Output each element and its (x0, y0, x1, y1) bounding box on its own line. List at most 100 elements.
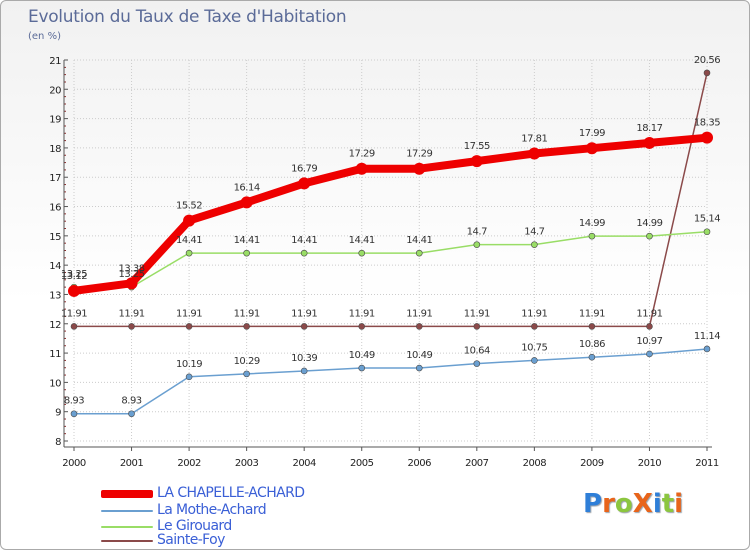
y-tick-label: 20 (49, 85, 61, 96)
series-3-value-label: 11.91 (349, 308, 375, 319)
y-tick-label: 16 (49, 203, 61, 214)
series-0-point (68, 284, 80, 297)
unit-label: (en %) (28, 31, 61, 42)
series-1-point (300, 367, 308, 375)
series-2-value-label: 14.7 (467, 227, 487, 238)
series-1-point (185, 373, 193, 381)
legend-swatch-la-chapelle-achard (101, 490, 153, 498)
x-tick-label: 2009 (580, 458, 604, 469)
series-0-value-label: 18.17 (636, 123, 662, 134)
logo-letter: X (632, 489, 653, 519)
x-tick-label: 2003 (235, 458, 259, 469)
series-2-value-label: 14.41 (234, 235, 260, 246)
x-tick-label: 2010 (638, 458, 662, 469)
series-0-value-label: 16.14 (234, 182, 260, 193)
x-tick-label: 2007 (465, 458, 489, 469)
series-1-point (703, 345, 711, 353)
legend-label-le-girouard: Le Girouard (157, 518, 232, 534)
series-0-value-label: 13.12 (61, 271, 87, 282)
series-0-point (298, 177, 311, 190)
legend-label-sainte-foy: Sainte-Foy (157, 532, 225, 548)
series-1-point (358, 364, 366, 372)
series-0-point (643, 136, 656, 149)
series-1-value-label: 10.97 (636, 336, 662, 347)
series-3-point (531, 323, 538, 330)
series-3-value-label: 11.91 (176, 308, 202, 319)
series-1-point (128, 410, 135, 418)
series-1-value-label: 10.29 (234, 356, 260, 367)
x-tick-label: 2006 (408, 458, 432, 469)
series-1-point (70, 410, 78, 418)
series-0-value-label: 16.79 (291, 163, 317, 174)
y-tick-label: 17 (49, 173, 61, 184)
series-2-point (300, 249, 308, 257)
series-3-point (185, 323, 193, 330)
series-3-point (588, 323, 596, 330)
series-3-value-label: 11.91 (636, 308, 662, 319)
series-0-value-label: 17.29 (406, 149, 432, 160)
series-line-1 (73, 348, 708, 415)
series-line-2 (73, 230, 708, 288)
series-0-value-label: 17.81 (521, 133, 547, 144)
series-3-point (646, 323, 653, 330)
series-2-point (531, 241, 538, 248)
legend-swatch-le-girouard (101, 526, 153, 528)
series-0-point (701, 131, 713, 144)
series-1-point (243, 370, 250, 378)
series-2-point (185, 249, 193, 257)
series-3-value-label: 11.91 (291, 308, 317, 319)
legend-label-la-chapelle-achard: LA CHAPELLE-ACHARD (157, 485, 305, 501)
series-1-value-label: 10.64 (464, 346, 490, 357)
series-1-value-label: 10.75 (521, 342, 547, 353)
series-0-point (183, 214, 196, 227)
series-1-value-label: 10.19 (176, 359, 202, 370)
series-0-value-label: 15.52 (176, 201, 202, 212)
series-0-point (355, 162, 368, 175)
series-1-value-label: 8.93 (64, 396, 84, 407)
proxiti-logo: ProXiti (583, 489, 683, 519)
series-3-point (415, 323, 423, 330)
y-tick-label: 9 (55, 408, 61, 419)
series-1-point (531, 357, 538, 364)
series-3-value-label: 11.91 (579, 308, 605, 319)
series-1-value-label: 10.39 (291, 353, 317, 364)
series-2-point (243, 249, 250, 257)
series-2-value-label: 15.14 (694, 214, 720, 225)
y-tick-label: 10 (49, 378, 61, 389)
series-0-value-label: 17.99 (579, 128, 605, 139)
series-2-point (358, 249, 366, 257)
x-tick-label: 2002 (177, 458, 201, 469)
series-2-value-label: 14.41 (349, 235, 375, 246)
x-tick-label: 2001 (120, 458, 144, 469)
series-3-value-label: 11.91 (118, 308, 144, 319)
x-tick-label: 2011 (695, 458, 719, 469)
series-2-value-label: 14.99 (636, 218, 662, 229)
legend-swatch-la-mothe-achard (101, 510, 153, 512)
series-3-point (243, 323, 250, 330)
series-3-point (128, 323, 135, 330)
series-2-point (473, 241, 481, 248)
x-tick-label: 2008 (523, 458, 547, 469)
chart-title: Evolution du Taux de Taxe d'Habitation (28, 7, 347, 27)
legend-swatch-sainte-foy (101, 540, 153, 542)
series-3-value-label: 11.91 (234, 308, 260, 319)
series-2-value-label: 14.41 (291, 235, 317, 246)
series-1-point (415, 364, 423, 372)
x-tick-label: 2000 (62, 458, 86, 469)
logo-letter: i (652, 489, 662, 519)
series-1-point (646, 350, 653, 358)
series-3-point (300, 323, 308, 330)
series-0-point (528, 147, 541, 160)
logo-letter: i (674, 489, 684, 519)
series-1-value-label: 10.49 (349, 350, 375, 361)
series-0-value-label: 18.35 (694, 118, 720, 129)
series-2-value-label: 14.99 (579, 218, 605, 229)
y-tick-label: 14 (49, 261, 61, 272)
series-0-value-label: 17.29 (349, 149, 375, 160)
series-2-point (646, 232, 653, 240)
series-2-value-label: 14.7 (524, 227, 544, 238)
x-tick-label: 2005 (350, 458, 374, 469)
series-0-point (240, 196, 253, 209)
series-3-value-label: 11.91 (464, 308, 490, 319)
series-1-value-label: 10.49 (406, 350, 432, 361)
